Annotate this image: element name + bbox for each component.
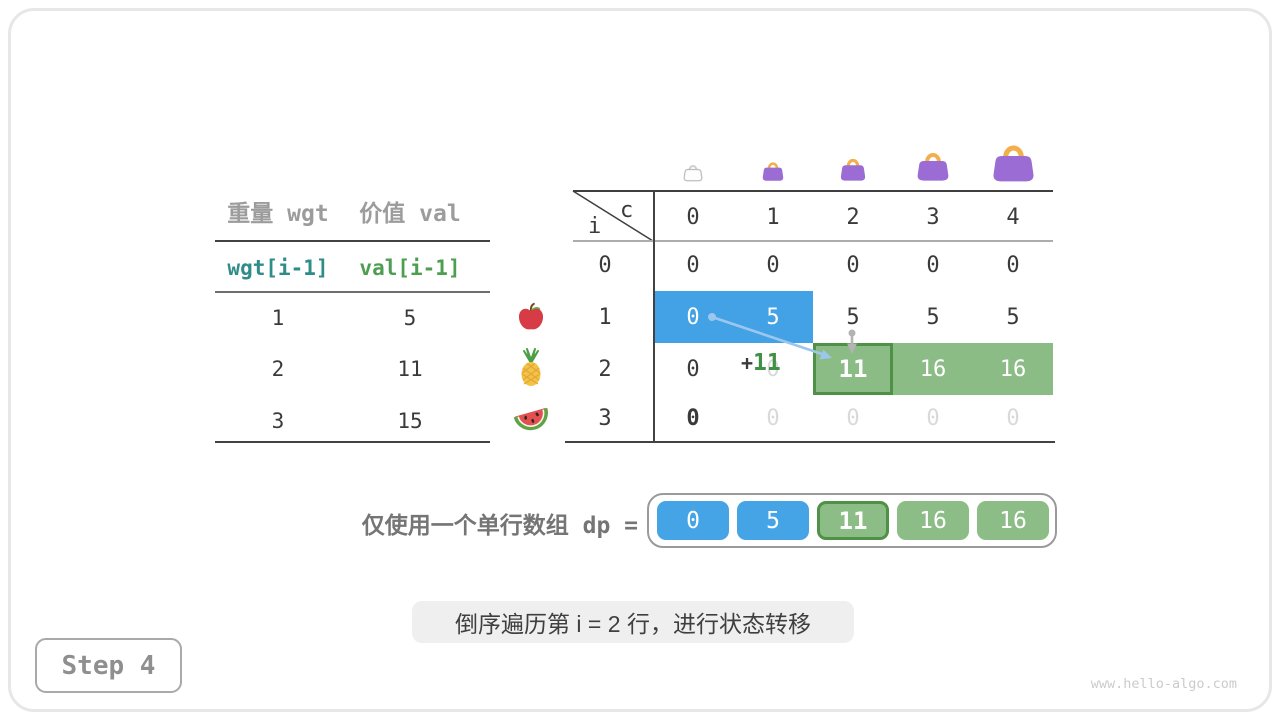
dp-array-container: 0 5 11 16 16 — [647, 493, 1057, 548]
dp-cell-1-0: 0 — [686, 304, 700, 330]
arrow-blue-head — [819, 349, 832, 360]
dp-cell-0-2: 0 — [846, 253, 860, 278]
dp-cell-3-2: 0 — [846, 406, 860, 431]
watermark: www.hello-algo.com — [1090, 676, 1237, 692]
items-table-header-weight: 重量 wgt — [227, 201, 329, 227]
watermelon-icon — [513, 407, 548, 431]
dp-cell-0-0: 0 — [686, 253, 700, 278]
dp-cell-2-2: 11 — [838, 355, 868, 383]
bag-medium-icon — [840, 158, 866, 181]
dp-cell-0-4: 0 — [1006, 253, 1020, 278]
dp-cell-3-0: 0 — [686, 406, 700, 431]
dp-table-rule-top — [573, 190, 1053, 192]
item-2-value: 11 — [397, 357, 423, 381]
dp-cell-3-1: 0 — [766, 406, 780, 431]
dp-cell-0-3: 0 — [926, 253, 940, 278]
dp-array-cell-0: 0 — [657, 501, 729, 540]
items-table-rule-mid — [215, 291, 490, 293]
row-header-2: 2 — [598, 356, 612, 382]
col-header-3: 3 — [926, 204, 940, 230]
dp-array-cell-3: 16 — [897, 501, 969, 540]
items-table-rule-bottom — [215, 441, 490, 443]
corner-row-var: i — [588, 214, 602, 239]
row-header-1: 1 — [598, 304, 612, 330]
items-table-subheader-val: val[i-1] — [359, 256, 461, 280]
dp-cell-0-1: 0 — [766, 253, 780, 278]
row1-highlight-blue — [653, 291, 813, 343]
empty-bag-icon — [683, 165, 703, 182]
step-badge: Step 4 — [35, 638, 182, 693]
corner-diagonal-line — [572, 190, 654, 242]
dp-cell-2-0: 0 — [686, 356, 700, 382]
item-3-weight: 3 — [271, 409, 285, 433]
dp-cell-2-4: 16 — [999, 356, 1027, 382]
dp-cell-2-3: 16 — [919, 356, 947, 382]
dp-cell-2-1: 0 — [766, 356, 780, 382]
col-header-0: 0 — [686, 204, 700, 230]
transfer-annotation: +11 — [741, 350, 781, 376]
arrow-gray-head — [847, 343, 857, 354]
transfer-plus-sign: + — [741, 351, 754, 375]
dp-cell-3-4: 0 — [1006, 406, 1020, 431]
corner-col-var: c — [620, 198, 634, 223]
transfer-value: 11 — [753, 350, 781, 376]
item-2-weight: 2 — [271, 357, 285, 381]
diagram-frame — [8, 8, 1272, 712]
dp-array-cell-2: 11 — [817, 501, 889, 540]
dp-table-rule-vertical — [653, 190, 655, 443]
dp-array-label: 仅使用一个单行数组 dp = — [361, 513, 638, 539]
items-table-rule-top — [215, 240, 490, 242]
item-1-value: 5 — [403, 306, 417, 330]
dp-cell-3-3: 0 — [926, 406, 940, 431]
col-header-4: 4 — [1006, 204, 1020, 230]
dp-cell-1-4: 5 — [1006, 304, 1020, 330]
item-1-weight: 1 — [271, 306, 285, 330]
bag-xlarge-icon — [993, 145, 1034, 182]
row-header-3: 3 — [598, 406, 612, 431]
items-table-header-value: 价值 val — [359, 201, 461, 227]
dp-array-cell-1: 5 — [737, 501, 809, 540]
state-transfer-arrows — [708, 313, 857, 360]
col-header-2: 2 — [846, 204, 860, 230]
item-3-value: 15 — [397, 409, 423, 433]
row-header-0: 0 — [598, 253, 612, 278]
dp-cell-1-2: 5 — [846, 304, 860, 330]
dp-table-rule-bottom — [565, 441, 1055, 443]
dp-cell-1-1: 5 — [766, 304, 780, 330]
bag-large-icon — [917, 153, 949, 181]
col-header-1: 1 — [766, 204, 780, 230]
pineapple-icon — [521, 348, 541, 386]
dp-cell-1-3: 5 — [926, 304, 940, 330]
bag-small-icon — [762, 162, 784, 181]
arrow-gray-origin-dot — [848, 329, 856, 337]
dp-table-rule-header — [573, 240, 1053, 242]
apple-icon — [518, 302, 544, 330]
items-table-subheader-wgt: wgt[i-1] — [227, 256, 329, 280]
dp-array-cell-4: 16 — [977, 501, 1049, 540]
step-caption: 倒序遍历第 i = 2 行，进行状态转移 — [412, 601, 854, 643]
